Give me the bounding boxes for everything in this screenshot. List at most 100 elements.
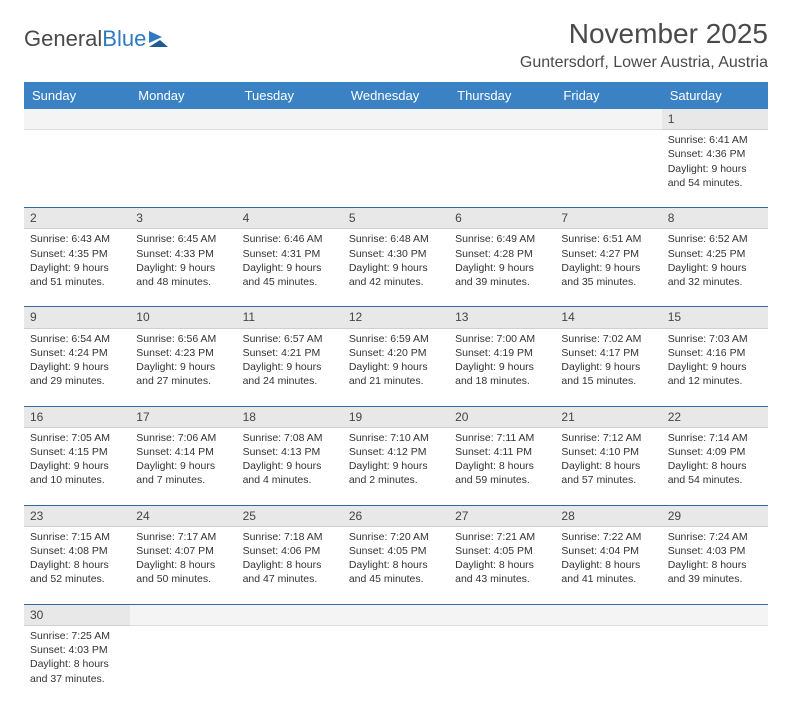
sunrise-text: Sunrise: 6:51 AM [561, 232, 655, 246]
day-number-row: 23242526272829 [24, 505, 768, 526]
sunset-text: Sunset: 4:08 PM [30, 544, 124, 558]
day-cell: Sunrise: 7:21 AMSunset: 4:05 PMDaylight:… [449, 526, 555, 604]
week-row: Sunrise: 7:05 AMSunset: 4:15 PMDaylight:… [24, 427, 768, 505]
daylight2-text: and 18 minutes. [455, 374, 549, 388]
day-cell: Sunrise: 7:24 AMSunset: 4:03 PMDaylight:… [662, 526, 768, 604]
day-cell: Sunrise: 6:49 AMSunset: 4:28 PMDaylight:… [449, 229, 555, 307]
day-number: 24 [130, 505, 236, 526]
day-cell: Sunrise: 6:54 AMSunset: 4:24 PMDaylight:… [24, 328, 130, 406]
weekday-header: Monday [130, 82, 236, 109]
daylight1-text: Daylight: 9 hours [30, 360, 124, 374]
sunrise-text: Sunrise: 6:46 AM [243, 232, 337, 246]
daylight1-text: Daylight: 9 hours [30, 459, 124, 473]
daylight2-text: and 45 minutes. [349, 572, 443, 586]
day-number: 23 [24, 505, 130, 526]
sunrise-text: Sunrise: 6:57 AM [243, 332, 337, 346]
sunrise-text: Sunrise: 6:54 AM [30, 332, 124, 346]
sunset-text: Sunset: 4:15 PM [30, 445, 124, 459]
sunrise-text: Sunrise: 7:02 AM [561, 332, 655, 346]
day-number: 29 [662, 505, 768, 526]
day-number: 8 [662, 208, 768, 229]
day-cell: Sunrise: 7:25 AMSunset: 4:03 PMDaylight:… [24, 626, 130, 704]
logo-text-blue: Blue [102, 26, 146, 52]
empty-cell [343, 626, 449, 704]
day-number-row: 30 [24, 604, 768, 625]
empty-cell [343, 130, 449, 208]
day-cell: Sunrise: 7:08 AMSunset: 4:13 PMDaylight:… [237, 427, 343, 505]
sunrise-text: Sunrise: 7:12 AM [561, 431, 655, 445]
daylight2-text: and 57 minutes. [561, 473, 655, 487]
day-number: 5 [343, 208, 449, 229]
day-cell: Sunrise: 6:46 AMSunset: 4:31 PMDaylight:… [237, 229, 343, 307]
daylight2-text: and 32 minutes. [668, 275, 762, 289]
day-number: 6 [449, 208, 555, 229]
sunrise-text: Sunrise: 7:18 AM [243, 530, 337, 544]
daylight1-text: Daylight: 8 hours [136, 558, 230, 572]
day-cell: Sunrise: 7:14 AMSunset: 4:09 PMDaylight:… [662, 427, 768, 505]
daylight1-text: Daylight: 9 hours [136, 459, 230, 473]
day-number: 19 [343, 406, 449, 427]
daylight2-text: and 21 minutes. [349, 374, 443, 388]
day-number: 17 [130, 406, 236, 427]
location-text: Guntersdorf, Lower Austria, Austria [520, 54, 768, 72]
page-header: GeneralBlue November 2025 Guntersdorf, L… [24, 18, 768, 72]
sunset-text: Sunset: 4:20 PM [349, 346, 443, 360]
sunset-text: Sunset: 4:09 PM [668, 445, 762, 459]
empty-cell [237, 626, 343, 704]
day-cell: Sunrise: 6:57 AMSunset: 4:21 PMDaylight:… [237, 328, 343, 406]
daylight2-text: and 59 minutes. [455, 473, 549, 487]
daylight1-text: Daylight: 9 hours [455, 360, 549, 374]
calendar-body: 1Sunrise: 6:41 AMSunset: 4:36 PMDaylight… [24, 109, 768, 704]
day-number: 28 [555, 505, 661, 526]
sunrise-text: Sunrise: 6:45 AM [136, 232, 230, 246]
daylight1-text: Daylight: 8 hours [455, 459, 549, 473]
daylight2-text: and 35 minutes. [561, 275, 655, 289]
daylight1-text: Daylight: 9 hours [349, 261, 443, 275]
weekday-header: Thursday [449, 82, 555, 109]
sunrise-text: Sunrise: 7:24 AM [668, 530, 762, 544]
daylight2-text: and 54 minutes. [668, 473, 762, 487]
sunset-text: Sunset: 4:04 PM [561, 544, 655, 558]
day-cell: Sunrise: 7:02 AMSunset: 4:17 PMDaylight:… [555, 328, 661, 406]
day-number: 27 [449, 505, 555, 526]
empty-day-number [449, 604, 555, 625]
day-number: 30 [24, 604, 130, 625]
sunrise-text: Sunrise: 6:48 AM [349, 232, 443, 246]
day-number: 25 [237, 505, 343, 526]
daylight2-text: and 7 minutes. [136, 473, 230, 487]
daylight2-text: and 2 minutes. [349, 473, 443, 487]
weekday-header-row: SundayMondayTuesdayWednesdayThursdayFrid… [24, 82, 768, 109]
sunset-text: Sunset: 4:36 PM [668, 147, 762, 161]
daylight2-text: and 12 minutes. [668, 374, 762, 388]
day-number-row: 9101112131415 [24, 307, 768, 328]
daylight1-text: Daylight: 9 hours [561, 360, 655, 374]
sunrise-text: Sunrise: 7:21 AM [455, 530, 549, 544]
empty-day-number [662, 604, 768, 625]
sunset-text: Sunset: 4:16 PM [668, 346, 762, 360]
sunrise-text: Sunrise: 7:08 AM [243, 431, 337, 445]
empty-cell [130, 130, 236, 208]
day-number: 2 [24, 208, 130, 229]
empty-day-number [237, 604, 343, 625]
sunrise-text: Sunrise: 7:25 AM [30, 629, 124, 643]
week-row: Sunrise: 7:15 AMSunset: 4:08 PMDaylight:… [24, 526, 768, 604]
sunset-text: Sunset: 4:03 PM [668, 544, 762, 558]
sunrise-text: Sunrise: 7:14 AM [668, 431, 762, 445]
daylight1-text: Daylight: 8 hours [30, 657, 124, 671]
day-number: 11 [237, 307, 343, 328]
daylight1-text: Daylight: 8 hours [30, 558, 124, 572]
sunset-text: Sunset: 4:10 PM [561, 445, 655, 459]
day-cell: Sunrise: 7:05 AMSunset: 4:15 PMDaylight:… [24, 427, 130, 505]
daylight1-text: Daylight: 9 hours [243, 261, 337, 275]
day-number: 16 [24, 406, 130, 427]
sunset-text: Sunset: 4:33 PM [136, 247, 230, 261]
sunset-text: Sunset: 4:27 PM [561, 247, 655, 261]
daylight2-text: and 43 minutes. [455, 572, 549, 586]
sunset-text: Sunset: 4:31 PM [243, 247, 337, 261]
weekday-header: Wednesday [343, 82, 449, 109]
daylight2-text: and 41 minutes. [561, 572, 655, 586]
weekday-header: Tuesday [237, 82, 343, 109]
empty-day-number [130, 604, 236, 625]
sunset-text: Sunset: 4:19 PM [455, 346, 549, 360]
daylight1-text: Daylight: 8 hours [561, 558, 655, 572]
